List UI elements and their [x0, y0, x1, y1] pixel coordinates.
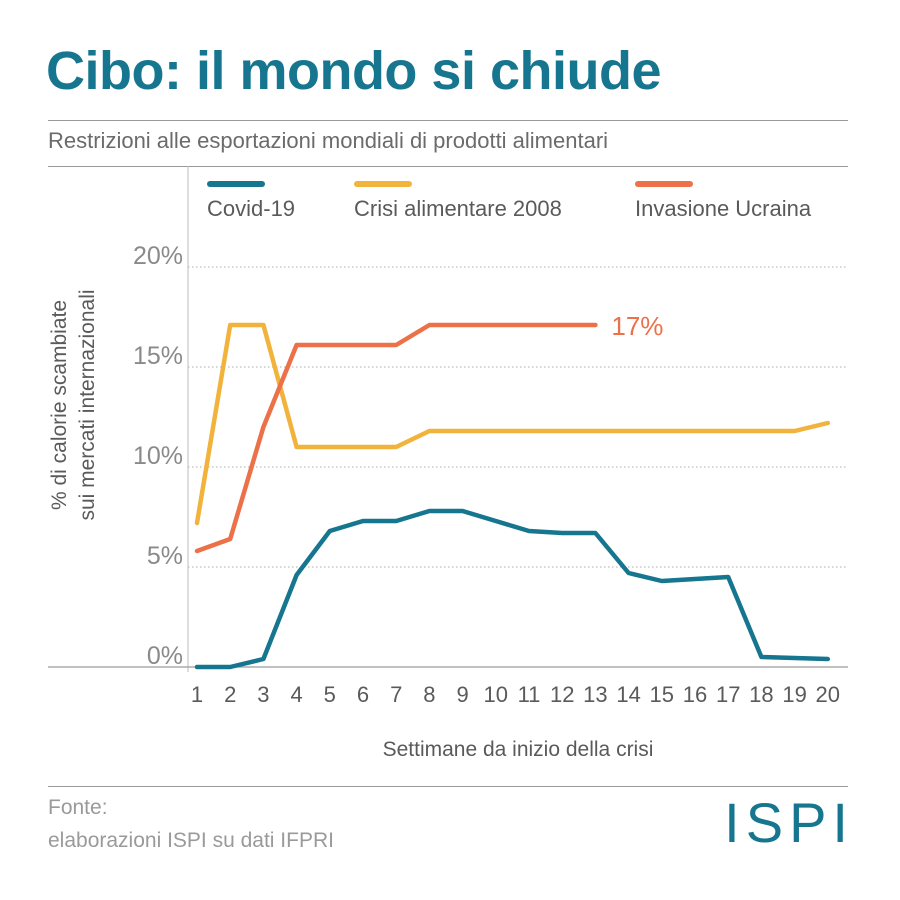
data-label-1: 17%: [611, 311, 663, 341]
x-tick-label: 16: [683, 682, 707, 707]
legend-label-1: Covid-19: [207, 196, 295, 221]
source-label: Fonte:: [48, 796, 108, 819]
y-tick-label: 10%: [133, 442, 183, 470]
series-line-1: [194, 508, 831, 670]
y-tick-label: 15%: [133, 342, 183, 370]
y-axis-title-line-2: sui mercati internazionali: [76, 289, 99, 520]
x-tick-label: 11: [518, 682, 541, 707]
series-line-2: [194, 322, 831, 526]
footer-divider: [48, 786, 848, 787]
x-tick-label: 4: [290, 682, 302, 707]
x-tick-label: 5: [324, 682, 336, 707]
legend-label-2: Crisi alimentare 2008: [354, 196, 562, 221]
y-tick-label: 0%: [147, 642, 183, 670]
x-tick-label: 3: [257, 682, 269, 707]
ispi-logo: ISPI: [724, 791, 854, 854]
x-tick-label: 20: [816, 682, 840, 707]
x-tick-label: 7: [390, 682, 402, 707]
series-line-3: [194, 322, 598, 554]
page-title: Cibo: il mondo si chiude: [46, 41, 662, 101]
y-axis-title-line-1: % di calorie scambiate: [48, 300, 71, 510]
x-tick-label: 6: [357, 682, 369, 707]
chart-subtitle: Restrizioni alle esportazioni mondiali d…: [48, 128, 609, 153]
subtitle-divider: [48, 166, 848, 167]
y-tick-label: 5%: [147, 542, 183, 570]
x-tick-label: 10: [484, 682, 508, 707]
x-tick-label: 15: [650, 682, 674, 707]
source-text: elaborazioni ISPI su dati IFPRI: [48, 829, 334, 852]
legend-label-3: Invasione Ucraina: [635, 196, 812, 221]
x-tick-label: 9: [456, 682, 468, 707]
x-tick-label: 17: [716, 682, 740, 707]
x-tick-label: 13: [583, 682, 607, 707]
x-axis-title: Settimane da inizio della crisi: [383, 738, 654, 761]
x-tick-label: 14: [616, 682, 640, 707]
x-tick-label: 12: [550, 682, 574, 707]
x-tick-label: 8: [423, 682, 435, 707]
title-divider: [48, 120, 848, 121]
y-tick-label: 20%: [133, 242, 183, 270]
x-tick-label: 19: [782, 682, 806, 707]
x-tick-label: 18: [749, 682, 773, 707]
x-tick-label: 1: [191, 682, 203, 707]
x-tick-label: 2: [224, 682, 236, 707]
